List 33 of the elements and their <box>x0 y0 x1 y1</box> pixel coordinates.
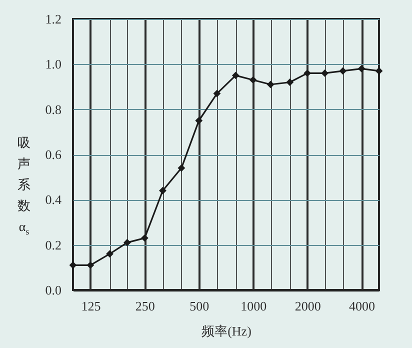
point <box>321 69 328 77</box>
y-tick-label: 0.6 <box>45 147 62 162</box>
x-axis-title: 频率(Hz) <box>202 324 252 338</box>
point <box>358 64 366 72</box>
point <box>69 261 77 269</box>
point <box>195 116 203 124</box>
point <box>249 76 257 84</box>
x-tick-label: 4000 <box>349 298 376 314</box>
point <box>232 72 240 80</box>
point <box>375 67 383 75</box>
point <box>286 78 294 86</box>
text: 125 <box>81 298 101 314</box>
y-tick-label: 0.0 <box>45 282 62 298</box>
x-tick-label: 1000 <box>240 298 267 314</box>
point <box>159 186 166 194</box>
point <box>339 67 347 75</box>
point <box>106 250 114 258</box>
point <box>178 164 186 172</box>
point <box>140 234 148 242</box>
y-axis-title: 吸声系数α$_{s}$ <box>16 134 32 239</box>
y-tick-label: 0.8 <box>45 102 62 117</box>
x-tick-label: 250 <box>135 298 155 314</box>
y-tick-label: 0.4 <box>45 192 62 208</box>
y-tick-label: 1.2 <box>45 12 62 26</box>
point <box>124 238 131 246</box>
point <box>213 90 221 98</box>
x-tick-label: 500 <box>190 298 210 314</box>
y-tick-label: 1.0 <box>45 56 62 72</box>
x-tick-label: 2000 <box>294 298 321 314</box>
point <box>86 261 94 269</box>
y-tick-label: 0.2 <box>45 237 62 252</box>
point <box>304 69 312 77</box>
point <box>266 80 274 88</box>
